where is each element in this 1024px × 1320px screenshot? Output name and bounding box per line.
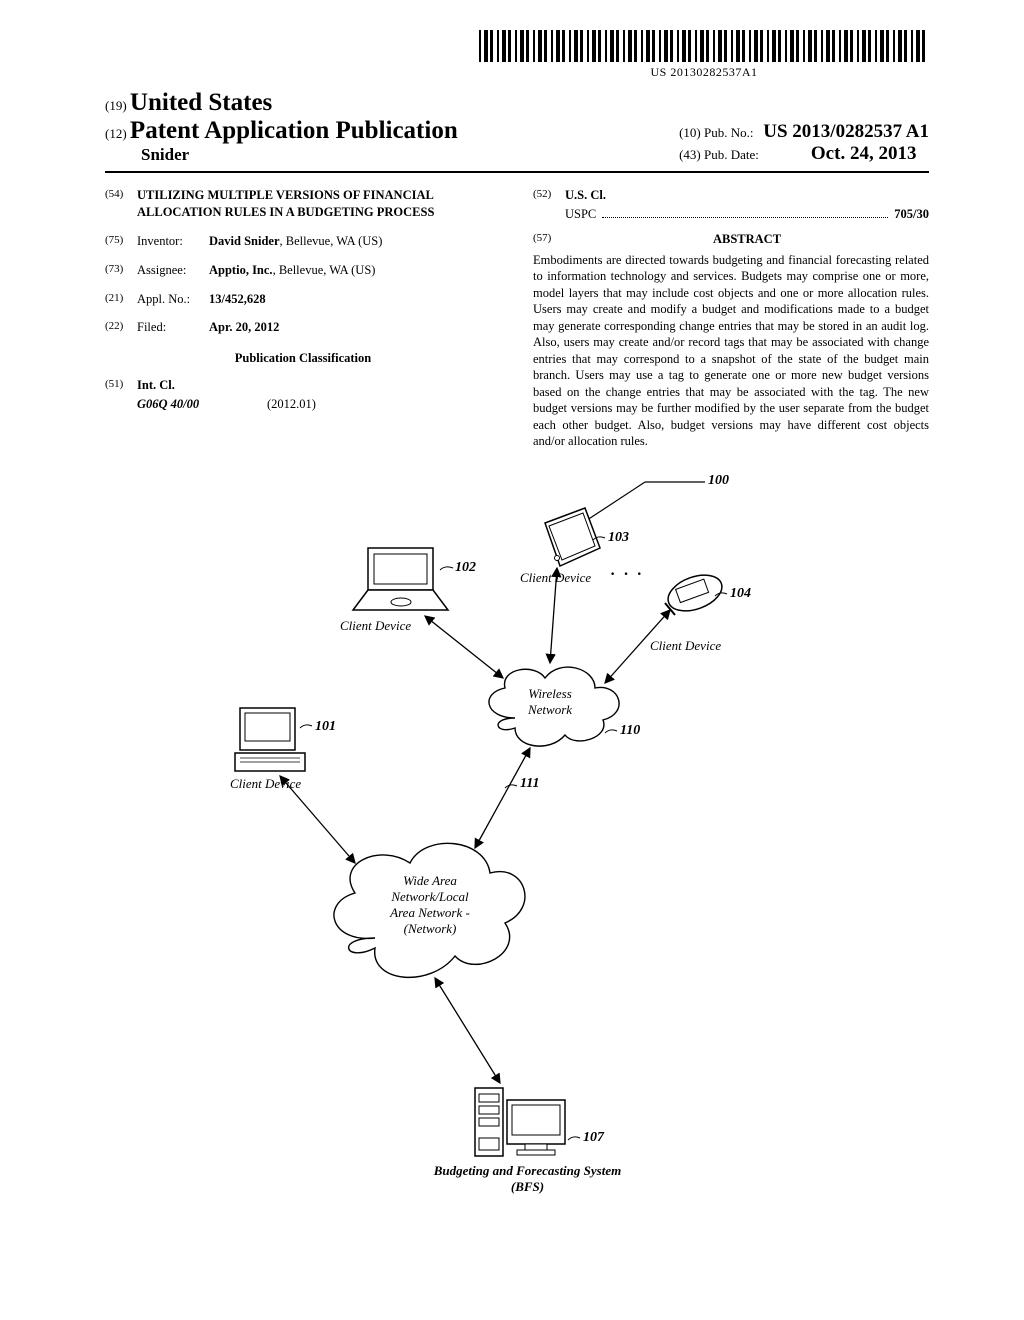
filed-date: Apr. 20, 2012: [209, 320, 279, 334]
fig-ref-101: 101: [315, 719, 336, 735]
fig-label-client-103: Client Device: [520, 570, 591, 586]
pub-no: US 2013/0282537 A1: [763, 121, 929, 142]
pub-type: Patent Application Publication: [130, 117, 458, 144]
figure-1: 100 101 102 103 104 110 111 107 Client D…: [105, 468, 929, 1208]
barcode-text: US 20130282537A1: [479, 65, 929, 80]
classification-heading: Publication Classification: [105, 350, 501, 367]
intcl-label: Int. Cl.: [137, 378, 175, 392]
fig-label-bfs-1: Budgeting and Forecasting System: [410, 1163, 645, 1179]
uscl-code: (52): [533, 187, 565, 204]
uspc-label: USPC: [565, 206, 596, 223]
figure-svg: [105, 468, 929, 1208]
assignee-name: Apptio, Inc.: [209, 263, 273, 277]
appl-label: Appl. No.:: [137, 291, 209, 308]
fig-label-client-102: Client Device: [340, 618, 411, 634]
uscl-label: U.S. Cl.: [565, 188, 606, 202]
pub-no-code: (10): [679, 125, 701, 140]
left-column: (54) UTILIZING MULTIPLE VERSIONS OF FINA…: [105, 187, 501, 450]
fig-ellipsis: · · ·: [610, 566, 644, 584]
pub-type-code: (12): [105, 126, 127, 141]
filed-code: (22): [105, 319, 137, 336]
pub-date: Oct. 24, 2013: [811, 143, 917, 164]
title-code: (54): [105, 187, 137, 221]
right-column: (52) U.S. Cl. USPC 705/30 (57) ABSTRACT …: [533, 187, 929, 450]
intcl-year: (2012.01): [267, 396, 316, 413]
fig-ref-107: 107: [583, 1130, 604, 1146]
fig-label-bfs-2: (BFS): [410, 1179, 645, 1195]
uspc-dots: [602, 217, 888, 218]
author: Snider: [105, 145, 458, 165]
abstract-code: (57): [533, 231, 565, 252]
barcode-stripes: [479, 30, 929, 62]
fig-ref-110: 110: [620, 723, 640, 739]
assignee-code: (73): [105, 262, 137, 279]
invention-title: UTILIZING MULTIPLE VERSIONS OF FINANCIAL…: [137, 187, 501, 221]
appl-no: 13/452,628: [209, 292, 266, 306]
barcode-region: US 20130282537A1: [105, 30, 929, 81]
abstract-heading: ABSTRACT: [565, 231, 929, 248]
pub-date-label: Pub. Date:: [704, 147, 759, 162]
fig-ref-100: 100: [708, 473, 729, 489]
country: United States: [130, 89, 272, 116]
server-icon: [475, 1088, 565, 1156]
fig-label-wireless: Wireless Network: [515, 686, 585, 718]
header-rule: [105, 171, 929, 173]
pub-date-code: (43): [679, 147, 701, 162]
fig-label-client-104: Client Device: [650, 638, 721, 654]
fig-label-wan: Wide Area Network/Local Area Network - (…: [375, 873, 485, 937]
pub-no-label: Pub. No.:: [704, 125, 753, 140]
filed-label: Filed:: [137, 319, 209, 336]
inventor-label: Inventor:: [137, 233, 209, 250]
inventor-name: David Snider: [209, 234, 280, 248]
country-code: (19): [105, 98, 127, 113]
desktop-icon: [235, 708, 305, 771]
uspc-val: 705/30: [894, 206, 929, 223]
inventor-code: (75): [105, 233, 137, 250]
fig-ref-111: 111: [520, 776, 539, 792]
assignee-label: Assignee:: [137, 262, 209, 279]
appl-code: (21): [105, 291, 137, 308]
intcl-class: G06Q 40/00: [137, 396, 267, 413]
intcl-code: (51): [105, 377, 137, 394]
fig-ref-103: 103: [608, 530, 629, 546]
mobile-icon: [663, 568, 727, 617]
header-block: (19) United States (12) Patent Applicati…: [105, 89, 929, 165]
fig-ref-104: 104: [730, 586, 751, 602]
abstract-body: Embodiments are directed towards budgeti…: [533, 252, 929, 450]
laptop-icon: [353, 548, 448, 610]
fig-ref-102: 102: [455, 560, 476, 576]
two-column-body: (54) UTILIZING MULTIPLE VERSIONS OF FINA…: [105, 187, 929, 450]
fig-label-client-101: Client Device: [230, 776, 301, 792]
assignee-loc: , Bellevue, WA (US): [273, 263, 376, 277]
inventor-loc: , Bellevue, WA (US): [280, 234, 383, 248]
